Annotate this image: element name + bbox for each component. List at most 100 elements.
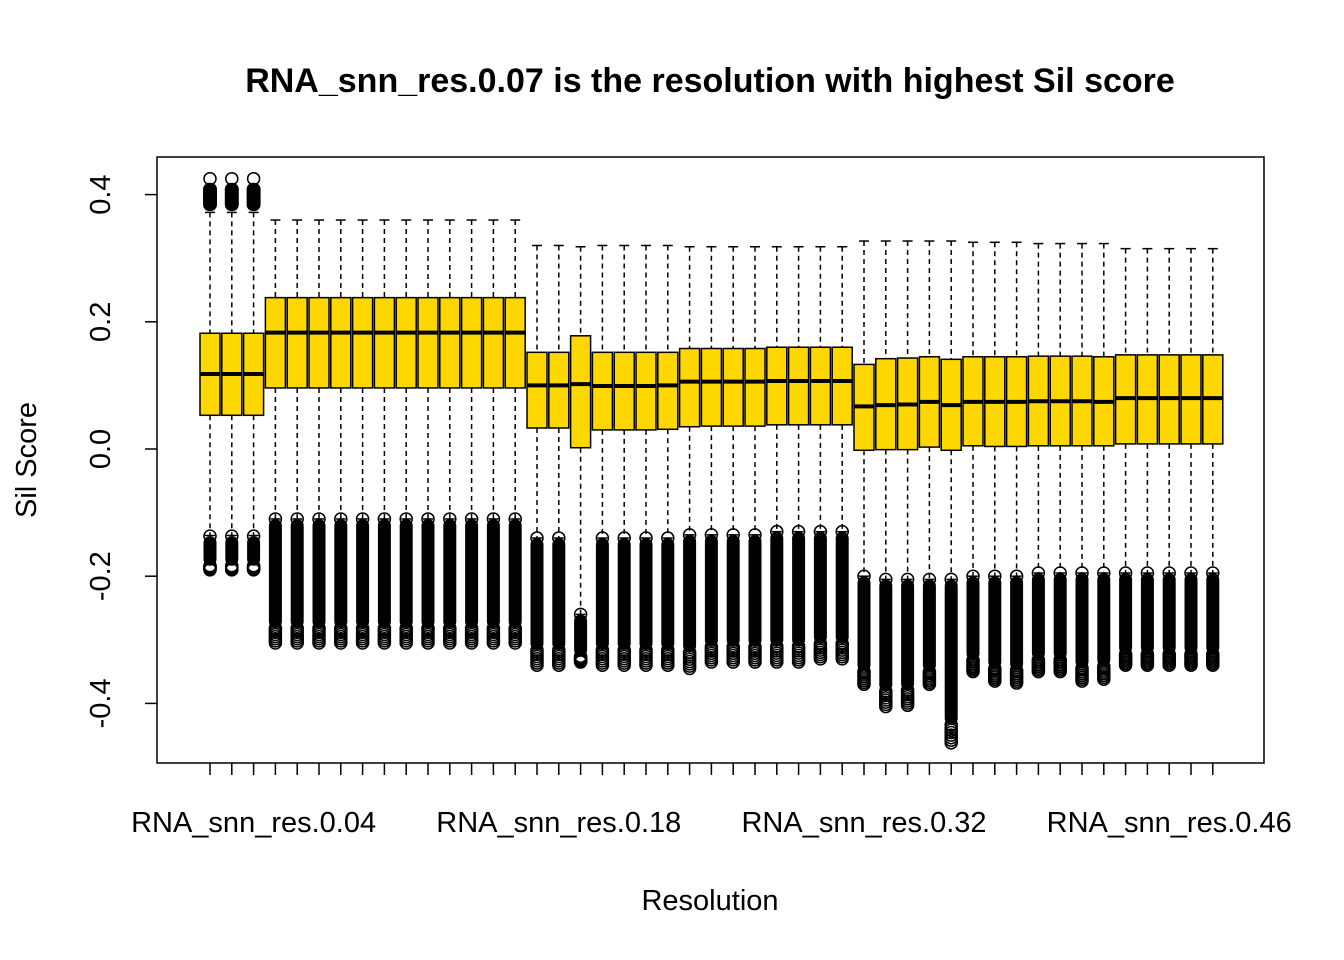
low-outlier-dense	[661, 538, 675, 650]
low-outlier-point	[1206, 566, 1220, 580]
low-outlier-dense	[203, 536, 217, 566]
box-iqr	[766, 346, 788, 426]
low-outlier-point	[704, 655, 719, 669]
box-group	[657, 244, 679, 672]
low-outlier-dense	[552, 538, 566, 650]
box-group	[635, 244, 657, 672]
box-iqr	[787, 346, 810, 426]
high-outlier-dense	[203, 182, 217, 212]
box-group	[548, 244, 570, 672]
box-group	[940, 240, 962, 750]
low-outlier-point	[508, 512, 522, 526]
plot-frame	[156, 156, 1265, 764]
low-outlier-point	[312, 512, 326, 526]
box-group	[962, 241, 984, 679]
low-outlier-dense	[356, 518, 370, 629]
low-outlier-point	[1140, 658, 1155, 672]
low-outlier-dense	[486, 518, 500, 629]
box-group	[1005, 241, 1028, 690]
low-outlier-point	[530, 531, 544, 545]
low-outlier-point	[355, 636, 370, 650]
box-iqr	[460, 296, 483, 389]
low-outlier-point	[791, 524, 806, 539]
low-outlier-dense	[399, 518, 413, 629]
box-group	[286, 219, 308, 650]
low-outlier-point	[879, 699, 893, 714]
x-axis-label: Resolution	[641, 885, 778, 917]
low-outlier-dense	[290, 518, 304, 629]
low-outlier-point	[900, 698, 915, 713]
box-iqr	[657, 351, 679, 431]
low-outlier-dense	[1010, 576, 1024, 671]
box-group	[809, 246, 832, 666]
low-outlier-point	[312, 636, 326, 650]
low-outlier-point	[1206, 658, 1220, 672]
low-outlier-point	[857, 677, 871, 692]
low-outlier-point	[443, 512, 457, 526]
box-group	[1202, 247, 1224, 672]
x-tick-label: RNA_snn_res.0.46	[1047, 807, 1292, 839]
low-outlier-point	[988, 674, 1002, 688]
low-outlier-point	[835, 652, 849, 666]
box-iqr	[351, 296, 374, 389]
low-outlier-point	[1097, 672, 1111, 686]
low-outlier-point	[617, 531, 631, 545]
box-group	[460, 219, 483, 650]
box-group	[569, 246, 592, 669]
low-outlier-point	[1053, 664, 1067, 679]
low-outlier-point	[1053, 566, 1067, 580]
low-outlier-point	[552, 658, 566, 672]
low-outlier-point	[1075, 566, 1089, 580]
low-outlier-point	[225, 529, 239, 543]
low-outlier-point	[988, 569, 1002, 583]
high-outlier-dense	[246, 182, 261, 212]
low-outlier-dense	[1097, 573, 1111, 667]
box-iqr	[548, 351, 570, 429]
low-outlier-dense	[1119, 573, 1133, 655]
box-group	[700, 246, 723, 669]
box-group	[242, 171, 265, 577]
low-outlier-point	[573, 607, 588, 622]
low-outlier-point	[922, 572, 937, 587]
box-iqr	[700, 347, 723, 427]
low-outlier-point	[377, 512, 392, 526]
box-group	[853, 240, 875, 692]
low-outlier-dense	[1140, 573, 1154, 655]
box-group	[678, 246, 701, 676]
low-outlier-point	[726, 655, 740, 669]
low-outlier-dense	[334, 518, 348, 629]
low-outlier-point	[443, 636, 457, 650]
low-outlier-point	[770, 524, 784, 539]
box-iqr	[286, 296, 308, 389]
box-group	[439, 219, 461, 650]
low-outlier-dense	[988, 576, 1002, 669]
low-outlier-point	[203, 529, 217, 543]
low-outlier-point	[1009, 569, 1024, 583]
low-outlier-dense	[792, 531, 806, 647]
box-group	[613, 244, 635, 672]
low-outlier-point	[1162, 658, 1176, 672]
y-tick-label: 0.2	[85, 302, 117, 342]
box-iqr	[635, 351, 657, 431]
low-outlier-point	[944, 736, 958, 750]
box-group	[1049, 242, 1071, 679]
x-tick-label: RNA_snn_res.0.18	[436, 807, 681, 839]
y-tick-label: -0.4	[85, 678, 117, 728]
low-outlier-dense	[1162, 573, 1176, 655]
low-outlier-point	[290, 636, 304, 650]
low-outlier-point	[1184, 658, 1198, 672]
low-outlier-point	[879, 572, 893, 587]
low-outlier-point	[1184, 566, 1198, 580]
box-group	[831, 246, 853, 666]
box-iqr	[330, 296, 352, 389]
box-group	[351, 219, 374, 650]
box-group	[264, 219, 287, 650]
box-iqr	[526, 351, 548, 429]
box-group	[1136, 247, 1159, 672]
boxes-layer	[199, 171, 1224, 750]
low-outlier-point	[748, 528, 762, 542]
low-outlier-point	[1140, 566, 1155, 580]
low-outlier-point	[639, 658, 653, 672]
low-outlier-point	[726, 528, 740, 542]
box-iqr	[482, 296, 505, 389]
